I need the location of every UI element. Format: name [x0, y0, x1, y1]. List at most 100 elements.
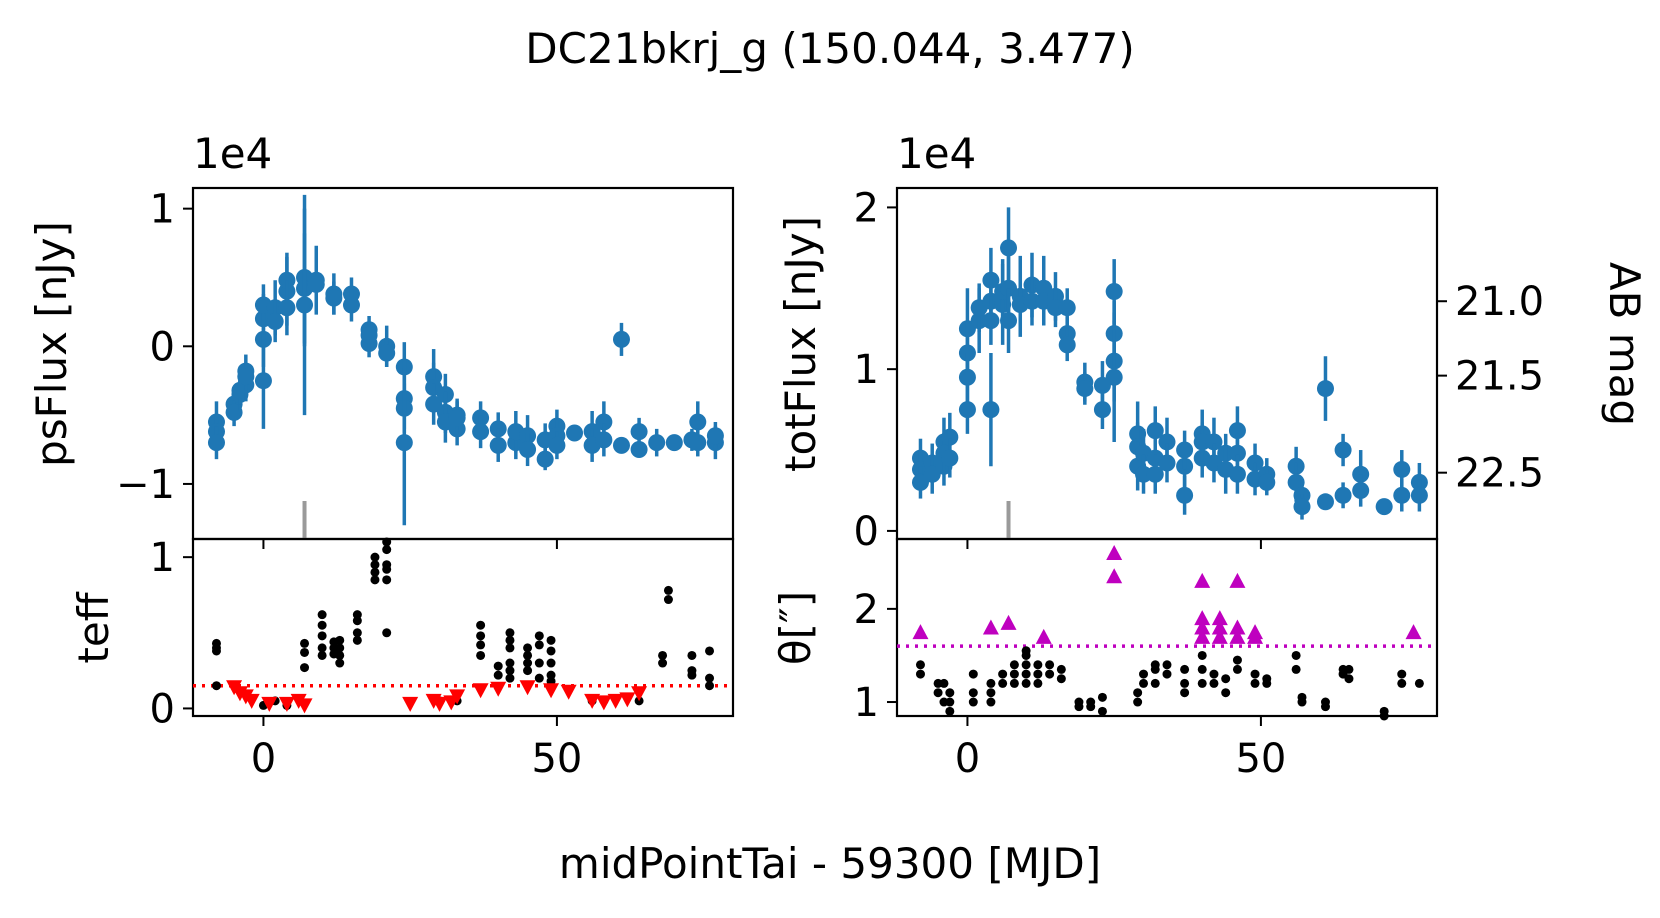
theta-data-point — [1197, 678, 1207, 688]
psflux-offset-label: 1e4 — [193, 129, 272, 178]
teff-data-point — [382, 575, 392, 585]
theta-axes-frame — [895, 537, 1439, 718]
teff-upper-limit-marker — [490, 681, 507, 697]
teff-upper-limit-marker — [472, 683, 489, 699]
totflux-y-tick-label: 2 — [854, 185, 879, 231]
teff-data-point — [493, 670, 503, 680]
teff-data-point — [705, 681, 715, 691]
teff-data-point — [335, 650, 345, 660]
psflux-y-tick-label: 0 — [150, 324, 175, 370]
teff-data-point — [534, 640, 544, 650]
teff-data-point — [705, 673, 715, 683]
psflux-data-point — [665, 434, 683, 452]
theta-data-point — [1397, 669, 1407, 679]
totflux-data-point — [982, 312, 1000, 330]
totflux-data-point — [1352, 481, 1370, 499]
theta-data-point — [998, 678, 1008, 688]
teff-data-point — [335, 643, 345, 653]
theta-data-point — [1232, 664, 1242, 674]
theta-lower-limit-marker — [1211, 628, 1228, 644]
theta-data-point — [1291, 650, 1301, 660]
teff-data-point — [476, 620, 486, 630]
totflux-data-point — [1176, 486, 1194, 504]
totflux-data-point — [1023, 292, 1041, 310]
theta-data-point — [1021, 678, 1031, 688]
theta-data-point — [986, 678, 996, 688]
teff-data-point — [211, 681, 221, 691]
theta-data-point — [1344, 664, 1354, 674]
teff-upper-limit-marker — [243, 693, 260, 709]
psflux-data-point — [519, 441, 537, 459]
psflux-data-point — [266, 313, 284, 331]
teff-data-point — [523, 650, 533, 660]
totflux-data-point — [1000, 312, 1018, 330]
theta-data-point — [1033, 660, 1043, 670]
theta-data-point — [915, 660, 925, 670]
totflux-data-point — [1105, 368, 1123, 386]
theta-lower-limit-marker — [1211, 619, 1228, 635]
theta-x-tick-label: 0 — [955, 736, 980, 782]
teff-data-point — [658, 658, 668, 668]
totflux-y-axis-label: totFlux [nJy] — [776, 216, 825, 472]
psflux-y-tick-label: 1 — [150, 187, 175, 233]
theta-data-point — [1414, 678, 1424, 688]
totflux-data-point — [1393, 486, 1411, 504]
totflux-data-point — [982, 401, 1000, 419]
theta-lower-limit-marker — [1194, 619, 1211, 635]
theta-data-point — [1133, 688, 1143, 698]
theta-lower-limit-marker — [1106, 568, 1123, 584]
theta-data-point — [1180, 688, 1190, 698]
teff-data-point — [523, 658, 533, 668]
theta-data-point — [933, 688, 943, 698]
totflux-data-point — [1393, 460, 1411, 478]
teff-upper-limit-marker — [261, 696, 278, 712]
theta-data-point — [1086, 702, 1096, 712]
teff-data-point — [505, 628, 515, 638]
theta-data-point — [968, 688, 978, 698]
ab-mag-axis-label: AB mag — [1600, 262, 1649, 426]
teff-data-point — [352, 628, 362, 638]
theta-data-point — [1021, 669, 1031, 679]
teff-upper-limit-marker — [296, 698, 313, 714]
teff-data-point — [300, 663, 310, 673]
teff-upper-limit-marker — [619, 692, 636, 708]
theta-data-point — [1139, 678, 1149, 688]
teff-data-point — [370, 575, 380, 585]
teff-data-point — [335, 658, 345, 668]
ab-mag-tick-label: 21.0 — [1455, 279, 1544, 325]
theta-data-point — [939, 678, 949, 688]
theta-data-point — [1250, 669, 1260, 679]
psflux-data-point — [648, 434, 666, 452]
theta-data-point — [1320, 702, 1330, 712]
theta-data-point — [1232, 655, 1242, 665]
teff-data-point — [382, 628, 392, 638]
theta-data-point — [1250, 678, 1260, 688]
theta-data-point — [1297, 697, 1307, 707]
totflux-y-tick-label: 1 — [854, 347, 879, 393]
theta-y-axis-label: θ[″] — [771, 591, 820, 665]
psflux-data-point — [630, 423, 648, 441]
theta-lower-limit-marker — [1229, 628, 1246, 644]
teff-data-point — [300, 647, 310, 657]
teff-axes-frame — [191, 537, 735, 718]
teff-upper-limit-marker — [449, 689, 466, 705]
teff-data-point — [505, 666, 515, 676]
totflux-data-point — [958, 401, 976, 419]
totflux-data-point — [1046, 299, 1064, 317]
theta-data-point — [1180, 678, 1190, 688]
totflux-data-point — [1205, 433, 1223, 451]
theta-data-point — [1209, 678, 1219, 688]
teff-data-point — [335, 635, 345, 645]
totflux-data-point — [1058, 299, 1076, 317]
teff-data-point — [534, 673, 544, 683]
teff-upper-limit-marker — [607, 693, 624, 709]
teff-data-point — [505, 643, 515, 653]
theta-data-point — [945, 688, 955, 698]
psflux-data-point — [595, 413, 613, 431]
theta-lower-limit-marker — [1194, 610, 1211, 626]
teff-data-point — [476, 650, 486, 660]
theta-data-point — [1150, 664, 1160, 674]
theta-data-point — [986, 688, 996, 698]
theta-data-point — [1397, 678, 1407, 688]
psflux-data-point — [296, 296, 314, 314]
